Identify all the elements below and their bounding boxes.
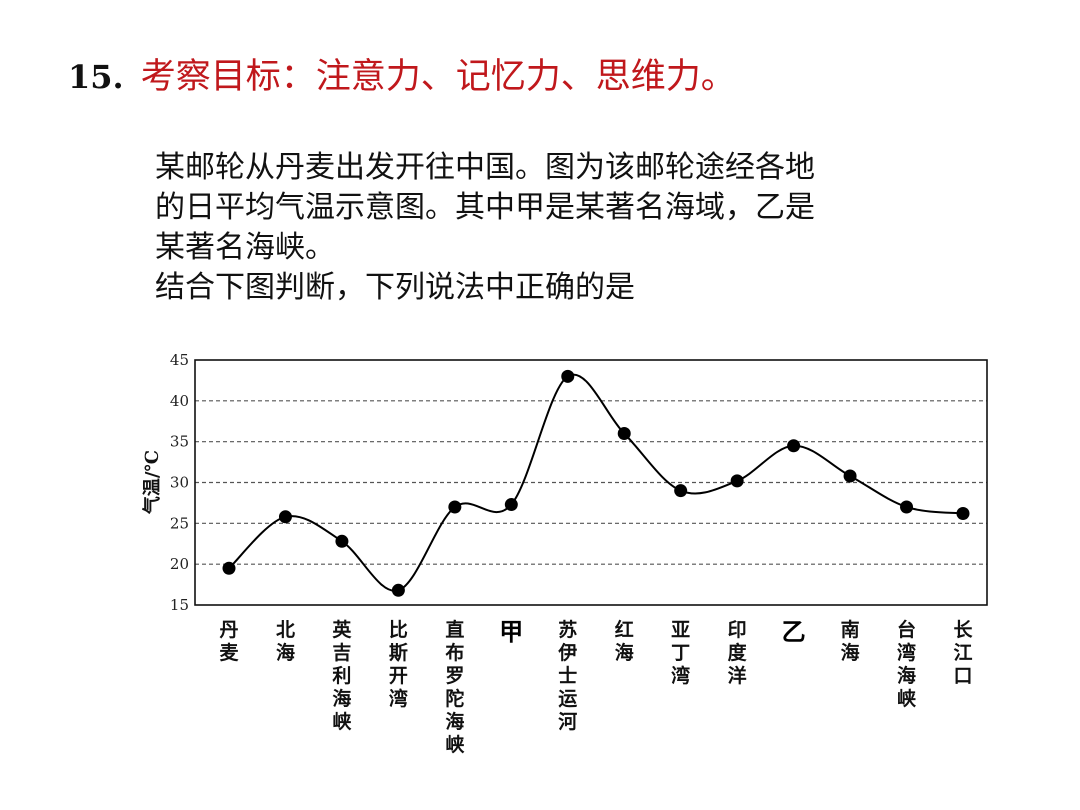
x-category-label: 北海 — [276, 619, 295, 664]
question-title: 考察目标：注意力、记忆力、思维力。 — [140, 57, 736, 97]
chart-grid — [195, 400, 987, 565]
y-tick-label: 25 — [170, 514, 189, 532]
x-category-label: 甲 — [499, 618, 523, 646]
x-category-label: 南海 — [841, 619, 860, 664]
data-point — [730, 474, 744, 488]
body-line-2: 的日平均气温示意图。其中甲是某著名海域，乙是 — [155, 190, 815, 225]
body-line-4: 结合下图判断，下列说法中正确的是 — [155, 270, 635, 305]
data-point — [787, 439, 801, 453]
x-category-label: 直布罗陀海峡 — [445, 618, 465, 756]
x-category-label: 乙 — [782, 618, 806, 646]
question-body: 某邮轮从丹麦出发开往中国。图为该邮轮途经各地 的日平均气温示意图。其中甲是某著名… — [155, 148, 975, 308]
y-tick-label: 45 — [170, 351, 189, 369]
y-tick-label: 35 — [170, 433, 189, 451]
y-tick-label: 40 — [170, 392, 189, 410]
question-number: 15. — [68, 58, 124, 96]
body-line-3: 某著名海峡。 — [155, 230, 335, 265]
data-point — [222, 561, 236, 575]
body-line-1: 某邮轮从丹麦出发开往中国。图为该邮轮途经各地 — [155, 150, 815, 185]
data-point — [561, 369, 575, 383]
x-category-label: 比斯开湾 — [389, 619, 408, 710]
data-point — [448, 500, 462, 514]
data-point — [617, 427, 631, 440]
y-axis-label: 气温/℃ — [141, 450, 163, 515]
data-point — [391, 583, 405, 597]
y-axis-ticks: 15 20 25 30 35 40 45 — [170, 351, 189, 614]
y-tick-label: 30 — [170, 474, 189, 492]
plot-frame — [194, 359, 988, 606]
x-category-label: 丹麦 — [219, 619, 239, 664]
data-point — [335, 534, 349, 548]
data-point — [674, 484, 688, 498]
data-point — [278, 510, 292, 524]
x-category-label: 红海 — [615, 618, 634, 664]
data-point — [843, 469, 857, 483]
x-category-label: 台湾海峡 — [897, 618, 917, 710]
y-tick-label: 20 — [170, 555, 189, 573]
x-category-label: 长江口 — [953, 619, 973, 687]
y-tick-label: 15 — [170, 596, 189, 614]
data-points — [222, 369, 970, 597]
x-category-label: 英吉利海峡 — [332, 618, 352, 733]
data-point — [504, 498, 518, 512]
data-point — [956, 507, 970, 521]
x-category-label: 印度洋 — [728, 619, 748, 687]
x-category-label: 苏伊士运河 — [557, 618, 577, 733]
question-header: 15. 考察目标：注意力、记忆力、思维力。 — [68, 48, 736, 99]
data-point — [900, 500, 914, 514]
x-category-label: 亚丁湾 — [671, 619, 690, 687]
